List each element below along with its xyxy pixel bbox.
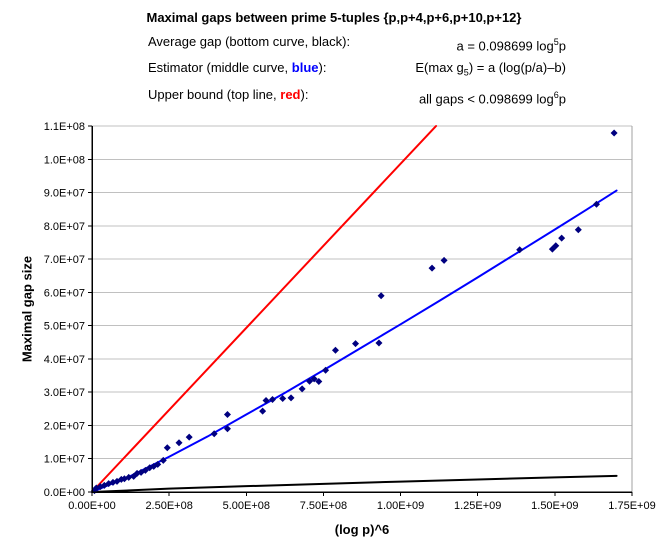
data-point-diamond: [310, 375, 318, 383]
legend-color-word: black: [311, 34, 343, 49]
data-point-diamond: [163, 444, 171, 452]
data-point-diamond: [574, 226, 582, 234]
legend-color-word: blue: [291, 60, 319, 76]
data-point-diamond: [322, 366, 330, 374]
x-tick-label: 1.75E+09: [608, 500, 655, 512]
x-tick-label: 7.50E+08: [300, 500, 347, 512]
data-point-diamond: [287, 394, 295, 402]
data-point-diamond: [185, 433, 193, 441]
data-point-diamond: [558, 234, 566, 242]
y-tick-label: 0.0E+00: [44, 487, 85, 499]
estimator-line: [91, 189, 618, 493]
legend-text: Estimator (middle curve,: [148, 60, 292, 76]
upper-bound-line: [91, 125, 438, 493]
data-point-diamond: [552, 242, 560, 250]
legend-row-average: Average gap (bottom curve, black): a = 0…: [148, 31, 566, 57]
y-tick-label: 9.0E+07: [44, 188, 85, 200]
legend-text: ):: [342, 34, 351, 49]
legend-color-word: red: [280, 86, 301, 102]
data-point-diamond: [269, 396, 277, 404]
x-tick-label: 1.25E+09: [454, 500, 501, 512]
data-point-diamond: [315, 378, 323, 386]
legend-row-estimator: Estimator (middle curve, blue): E(max g5…: [148, 57, 566, 84]
x-tick-label: 2.50E+08: [145, 500, 192, 512]
y-tick-label: 1.0E+08: [44, 154, 85, 166]
formula-text: a = 0.098699 log: [456, 38, 554, 54]
data-point-diamond: [159, 456, 167, 464]
data-point-diamond: [279, 395, 287, 403]
formula-text: p: [558, 38, 566, 54]
data-point-diamond: [298, 385, 306, 393]
data-point-diamond: [331, 346, 339, 354]
y-tick-label: 8.0E+07: [44, 221, 85, 233]
data-point-diamond: [352, 340, 360, 348]
y-tick-label: 7.0E+07: [44, 254, 85, 266]
y-tick-label: 1.1E+08: [44, 121, 85, 133]
legend-formula-upper-bound: all gaps < 0.098699 log6p: [419, 84, 566, 110]
y-tick-label: 6.0E+07: [44, 287, 85, 299]
x-tick-label: 1.00E+09: [377, 500, 424, 512]
data-point-diamond: [175, 439, 183, 447]
formula-superscript: 6: [553, 89, 559, 100]
x-tick-label: 5.00E+08: [223, 500, 270, 512]
formula-text: ) = a (log(p/a)–b): [468, 60, 566, 76]
legend-label-estimator: Estimator (middle curve, blue):: [148, 57, 326, 84]
legend-text: Average gap (bottom curve,: [148, 34, 312, 49]
legend-text: ):: [318, 60, 327, 76]
legend-formula-average: a = 0.098699 log5p: [457, 31, 566, 57]
formula-superscript: 5: [553, 37, 559, 47]
data-point-diamond: [440, 256, 448, 264]
y-tick-label: 2.0E+07: [44, 420, 85, 432]
x-tick-label: 0.00E+00: [68, 500, 115, 512]
chart-title: Maximal gaps between prime 5-tuples {p,p…: [146, 10, 522, 25]
data-point-diamond: [428, 264, 436, 272]
data-point-diamond: [593, 200, 601, 208]
legend-block: Average gap (bottom curve, black): a = 0…: [148, 31, 566, 110]
legend-label-upper-bound: Upper bound (top line, red):: [148, 84, 308, 110]
formula-subscript: 5: [463, 67, 469, 78]
formula-text: E(max g: [415, 60, 464, 76]
x-tick-label: 1.50E+09: [531, 500, 578, 512]
legend-row-upper-bound: Upper bound (top line, red): all gaps < …: [148, 84, 566, 110]
x-axis-title: (log p)^6: [334, 522, 390, 537]
formula-text: p: [558, 91, 566, 107]
data-point-diamond: [154, 460, 162, 468]
data-point-diamond: [210, 430, 218, 438]
y-tick-label: 1.0E+07: [44, 454, 85, 466]
y-tick-label: 5.0E+07: [44, 321, 85, 333]
data-point-diamond: [516, 246, 524, 254]
average-gap-line: [91, 474, 618, 493]
data-point-diamond: [375, 339, 383, 347]
data-point-diamond: [259, 407, 267, 415]
legend-label-average: Average gap (bottom curve, black):: [148, 31, 350, 57]
data-point-diamond: [223, 410, 231, 418]
y-tick-label: 4.0E+07: [44, 354, 85, 366]
data-point-diamond: [262, 397, 270, 404]
legend-text: ):: [300, 86, 309, 102]
legend-text: Upper bound (top line,: [148, 86, 281, 102]
data-point-diamond: [223, 425, 231, 433]
legend-formula-estimator: E(max g5) = a (log(p/a)–b): [415, 57, 566, 84]
data-point-diamond: [610, 129, 618, 137]
formula-text: all gaps < 0.098699 log: [418, 91, 554, 107]
data-point-diamond: [125, 473, 133, 481]
y-tick-label: 3.0E+07: [44, 387, 85, 399]
data-point-diamond: [377, 292, 385, 300]
